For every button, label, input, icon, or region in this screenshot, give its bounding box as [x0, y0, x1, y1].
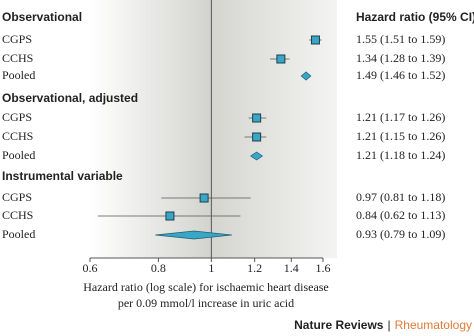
- ci-header: Hazard ratio (95% CI): [356, 10, 474, 24]
- source-section: Rheumatology: [395, 318, 472, 332]
- hr-marker: [252, 113, 262, 123]
- row-label: CGPS: [2, 190, 32, 204]
- hr-marker: [252, 132, 262, 142]
- group-header: Observational, adjusted: [2, 91, 138, 105]
- hr-marker: [276, 54, 286, 64]
- hr-marker: [199, 193, 209, 203]
- row-label: Pooled: [2, 227, 35, 241]
- pooled-diamond: [300, 71, 312, 81]
- x-tick-label: 1.6: [316, 261, 331, 275]
- group-header: Instrumental variable: [2, 169, 123, 183]
- pooled-diamond: [250, 151, 264, 161]
- row-label: CCHS: [2, 129, 33, 143]
- row-label: CGPS: [2, 110, 32, 124]
- ci-label: 1.49 (1.46 to 1.52): [356, 68, 445, 82]
- ci-label: 1.55 (1.51 to 1.59): [356, 32, 445, 46]
- x-tick-label: 1.2: [247, 261, 262, 275]
- row-label: Pooled: [2, 68, 35, 82]
- ci-label: 0.97 (0.81 to 1.18): [356, 190, 445, 204]
- source-separator: |: [387, 318, 390, 332]
- pooled-diamond: [155, 230, 232, 240]
- plot-background: [90, 0, 337, 258]
- row-label: CCHS: [2, 208, 33, 222]
- ci-label: 1.21 (1.18 to 1.24): [356, 148, 445, 162]
- ci-label: 1.34 (1.28 to 1.39): [356, 51, 445, 65]
- source: Nature Reviews | Rheumatology: [294, 318, 472, 332]
- ci-label: 1.21 (1.17 to 1.26): [356, 110, 445, 124]
- row-label: CCHS: [2, 51, 33, 65]
- x-tick-label: 1: [208, 261, 214, 275]
- ci-label: 1.21 (1.15 to 1.26): [356, 129, 445, 143]
- ci-label: 0.84 (0.62 to 1.13): [356, 208, 445, 222]
- x-axis-label: per 0.09 mmol/l increase in uric acid: [118, 296, 294, 310]
- row-label: Pooled: [2, 148, 35, 162]
- group-header: Observational: [2, 10, 82, 24]
- row-label: CGPS: [2, 32, 32, 46]
- hr-marker: [310, 35, 320, 45]
- x-tick-label: 1.4: [284, 261, 299, 275]
- x-axis-label: Hazard ratio (log scale) for ischaemic h…: [83, 280, 329, 294]
- hr-marker: [165, 211, 175, 221]
- source-journal: Nature Reviews: [294, 318, 384, 332]
- ci-label: 0.93 (0.79 to 1.09): [356, 227, 445, 241]
- x-tick-label: 0.8: [151, 261, 166, 275]
- x-tick-label: 0.6: [83, 261, 98, 275]
